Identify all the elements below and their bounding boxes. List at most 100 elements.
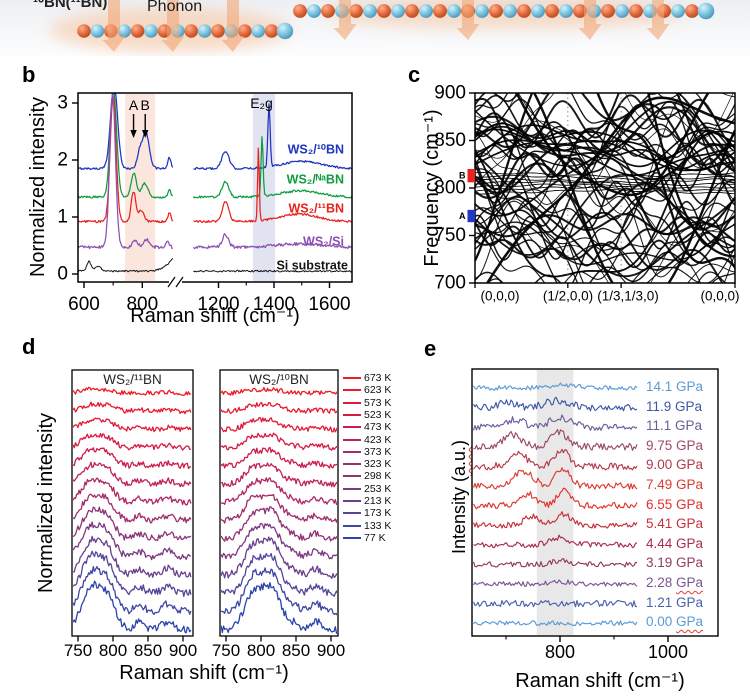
- legend-line-icon: [343, 500, 361, 502]
- kpath-label: (1/2,0,0): [543, 289, 593, 304]
- legend-label: 623 K: [364, 384, 392, 397]
- kpath-label: (1/3,1/3,0): [597, 289, 659, 304]
- legend-line-icon: [343, 463, 361, 466]
- legend-line-icon: [343, 401, 361, 404]
- boron-atom: [157, 24, 172, 38]
- pressure-value: 2.28: [646, 575, 677, 590]
- boron-atom: [130, 24, 145, 38]
- phonon-band: [475, 207, 735, 283]
- schematic-strip: ¹⁰BN(¹¹BN) Phonon: [0, 0, 750, 56]
- nitrogen-atom: [587, 4, 601, 18]
- nitrogen-atom: [197, 24, 212, 38]
- nitrogen-atom: [475, 4, 489, 18]
- pressure-value: 11.1: [646, 418, 676, 434]
- phonon-band: [596, 93, 735, 269]
- nitrogen-atom: [144, 24, 158, 38]
- pressure-unit: GPa: [676, 477, 704, 492]
- temperature-spectrum-curve: [221, 416, 337, 433]
- temperature-spectrum-curve: [73, 550, 192, 598]
- phonon-band: [475, 173, 735, 256]
- spectra-group: [73, 386, 192, 634]
- x-tick-label: 800: [247, 641, 275, 660]
- phonon-band: [475, 103, 735, 233]
- phonon-band: [475, 106, 735, 194]
- boron-atom: [573, 4, 587, 18]
- phonon-band: [475, 177, 735, 184]
- legend-item: 298 K: [343, 470, 391, 483]
- pressure-unit: GPa: [676, 379, 704, 394]
- phonon-arrow-icon: [646, 0, 670, 40]
- shaded-band: [252, 94, 276, 281]
- phonon-band: [475, 162, 735, 231]
- legend-item: 373 K: [343, 445, 391, 458]
- legend-label: 573 K: [364, 396, 392, 409]
- phonon-band: [475, 152, 735, 248]
- legend-label: 253 K: [364, 482, 392, 495]
- nitrogen-atom: [615, 4, 629, 18]
- phonon-band: [485, 96, 735, 283]
- pressure-label: 4.44 GPa: [646, 536, 703, 551]
- x-tick-label: 900: [169, 641, 197, 660]
- temperature-spectrum-curve: [221, 462, 337, 488]
- legend-line-icon: [343, 512, 361, 515]
- pressure-unit: GPa: [676, 516, 704, 532]
- temperature-spectrum-curve: [221, 536, 337, 579]
- plot-frame: [219, 369, 339, 637]
- boron-atom: [349, 4, 363, 18]
- boron-atom: [657, 4, 671, 18]
- x-tick-label: 1000: [648, 642, 688, 662]
- phonon-band: [475, 195, 724, 283]
- pressure-label: 9.00 GPa: [646, 457, 703, 472]
- mode-marker: [467, 209, 475, 223]
- legend-line-icon: [343, 475, 361, 478]
- nitrogen-atom: [224, 24, 239, 38]
- series-label: Si substrate: [276, 258, 348, 272]
- pressure-spectrum-curve: [473, 448, 638, 471]
- temperature-spectrum-curve: [221, 493, 337, 524]
- temperature-spectrum-curve: [73, 477, 192, 506]
- pressure-value: 1.21: [646, 594, 677, 610]
- pressure-unit: GPa: [676, 614, 704, 630]
- panel-e-ylabel-suffix: ): [449, 439, 469, 446]
- pressure-value: 11.9: [646, 398, 676, 414]
- phonon-arrow-icon: [456, 0, 480, 40]
- spectrum-curve: [192, 136, 353, 199]
- temperature-spectrum-curve: [73, 521, 191, 561]
- spectrum-curve: [78, 93, 174, 171]
- pressure-unit: GPa: [676, 594, 704, 610]
- pressure-label: 7.49 GPa: [646, 477, 703, 492]
- phonon-band: [475, 221, 735, 269]
- spectrum-curve: [193, 269, 352, 273]
- pressure-label: 6.55 GPa: [646, 497, 703, 512]
- legend-item: 573 K: [343, 396, 391, 409]
- nitrogen-atom: [276, 22, 294, 40]
- legend-label: 133 K: [364, 519, 392, 532]
- pressure-unit: GPa: [676, 437, 704, 453]
- temperature-spectrum-curve: [73, 535, 192, 578]
- temperature-spectrum-curve: [73, 580, 192, 634]
- phonon-band: [475, 125, 735, 168]
- phonon-band: [475, 128, 735, 175]
- boron-atom: [461, 4, 475, 18]
- pressure-label: 9.75 GPa: [646, 438, 703, 453]
- plot-frame: [474, 92, 736, 284]
- nitrogen-atom: [307, 4, 321, 18]
- pressure-spectrum-curve: [472, 511, 638, 529]
- pressure-label: 1.21 GPa: [646, 595, 703, 610]
- legend-item: 173 K: [343, 507, 391, 520]
- x-tick-label: 800: [99, 641, 127, 660]
- phonon-band: [475, 156, 735, 260]
- temperature-spectrum-curve: [73, 401, 192, 415]
- boron-atom: [377, 4, 391, 18]
- pressure-value: 6.55: [646, 496, 677, 512]
- phonon-band: [475, 161, 735, 283]
- legend-label: 523 K: [364, 408, 392, 421]
- pressure-spectrum-curve: [473, 428, 638, 451]
- boron-atom: [629, 4, 643, 18]
- spectrum-curve: [77, 93, 174, 199]
- pressure-value: 5.41: [646, 516, 677, 532]
- temperature-spectrum-curve: [221, 581, 337, 634]
- panel-e-ylabel: Intensity (a.u.): [448, 347, 470, 647]
- temperature-spectrum-curve: [221, 477, 337, 506]
